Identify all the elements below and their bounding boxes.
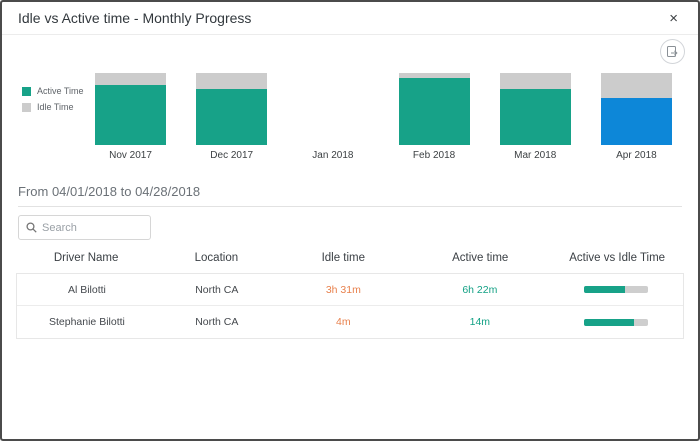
table-header: Driver Name Location Idle time Active ti… xyxy=(16,245,684,273)
monthly-progress-chart: Active Time Idle Time Nov 2017 Dec 2017 Ja… xyxy=(2,35,698,175)
col-active-time: Active time xyxy=(452,252,509,264)
search-box[interactable] xyxy=(18,215,151,240)
table-row[interactable]: Al Bilotti North CA 3h 31m 6h 22m xyxy=(17,274,683,306)
progress-fill xyxy=(584,286,626,293)
category-label: Feb 2018 xyxy=(412,150,456,161)
col-driver-name: Driver Name xyxy=(53,252,119,264)
active-segment xyxy=(600,98,672,145)
category-label: Mar 2018 xyxy=(514,150,557,161)
stacked-bar-dec-2017[interactable] xyxy=(196,73,268,145)
active-time-swatch xyxy=(22,86,31,96)
cell-idle-time: 4m xyxy=(336,316,351,328)
progress-fill xyxy=(584,318,635,326)
bar-slot-dec-2017: Dec 2017 xyxy=(196,73,268,161)
cell-active-vs-idle xyxy=(550,286,683,293)
category-label: Jan 2018 xyxy=(312,150,354,161)
bar-slot-mar-2018: Mar 2018 xyxy=(499,73,571,161)
idle-segment xyxy=(499,73,571,89)
bar-slot-feb-2018: Feb 2018 xyxy=(398,73,470,161)
modal-title: Idle vs Active time - Monthly Progress xyxy=(18,10,252,26)
search-input[interactable] xyxy=(42,221,143,234)
stacked-bar-nov-2017[interactable] xyxy=(95,73,166,145)
stacked-bar-feb-2018[interactable] xyxy=(398,73,470,145)
cell-active-time: 14m xyxy=(469,316,491,328)
modal-titlebar: Idle vs Active time - Monthly Progress × xyxy=(2,2,698,35)
col-location: Location xyxy=(194,252,239,264)
search-icon xyxy=(26,222,37,233)
idle-time-swatch xyxy=(22,102,31,112)
legend-label-idle: Idle Time xyxy=(37,102,74,112)
legend-item-idle: Idle Time xyxy=(22,102,84,112)
active-segment xyxy=(95,84,166,145)
idle-segment xyxy=(196,73,268,89)
stacked-bar-mar-2018[interactable] xyxy=(499,73,571,145)
export-chart-button[interactable] xyxy=(660,39,685,64)
active-segment xyxy=(398,78,470,145)
active-segment xyxy=(196,88,268,145)
cell-location: North CA xyxy=(195,316,239,328)
idle-segment xyxy=(600,73,672,99)
active-segment xyxy=(499,88,571,145)
stacked-bar-apr-2018[interactable] xyxy=(600,73,672,145)
date-range-heading: From 04/01/2018 to 04/28/2018 xyxy=(18,184,682,207)
legend-label-active: Active Time xyxy=(37,86,84,96)
bar-plot: Nov 2017 Dec 2017 Jan 2018 Feb 2018 Mar 2018… xyxy=(95,73,672,161)
chart-legend: Active Time Idle Time xyxy=(22,86,84,118)
cell-driver-name: Al Bilotti xyxy=(67,283,106,296)
bar-slot-apr-2018: Apr 2018 xyxy=(600,73,672,161)
legend-item-active: Active Time xyxy=(22,86,84,96)
category-label: Apr 2018 xyxy=(616,150,657,161)
cell-active-vs-idle xyxy=(550,318,683,326)
search-row xyxy=(18,215,682,240)
bar-slot-nov-2017: Nov 2017 xyxy=(95,73,166,161)
cell-location: North CA xyxy=(195,283,239,296)
bar-slot-jan-2018: Jan 2018 xyxy=(297,73,368,161)
table-body: Al Bilotti North CA 3h 31m 6h 22m Stephanie … xyxy=(16,273,684,339)
cell-idle-time: 3h 31m xyxy=(325,283,361,296)
idle-segment xyxy=(398,73,470,79)
drivers-table: Driver Name Location Idle time Active ti… xyxy=(16,245,684,339)
active-vs-idle-progressbar xyxy=(584,318,649,326)
col-idle-time: Idle time xyxy=(321,252,366,264)
table-row[interactable]: Stephanie Bilotti North CA 4m 14m xyxy=(17,306,683,338)
close-icon[interactable]: × xyxy=(665,9,682,28)
category-label: Nov 2017 xyxy=(109,150,152,161)
export-image-icon xyxy=(667,46,678,57)
col-active-vs-idle: Active vs Idle Time xyxy=(569,252,666,264)
idle-segment xyxy=(95,73,166,85)
category-label: Dec 2017 xyxy=(210,150,254,161)
cell-active-time: 6h 22m xyxy=(462,283,498,296)
active-vs-idle-progressbar xyxy=(584,286,649,293)
cell-driver-name: Stephanie Bilotti xyxy=(48,316,125,328)
